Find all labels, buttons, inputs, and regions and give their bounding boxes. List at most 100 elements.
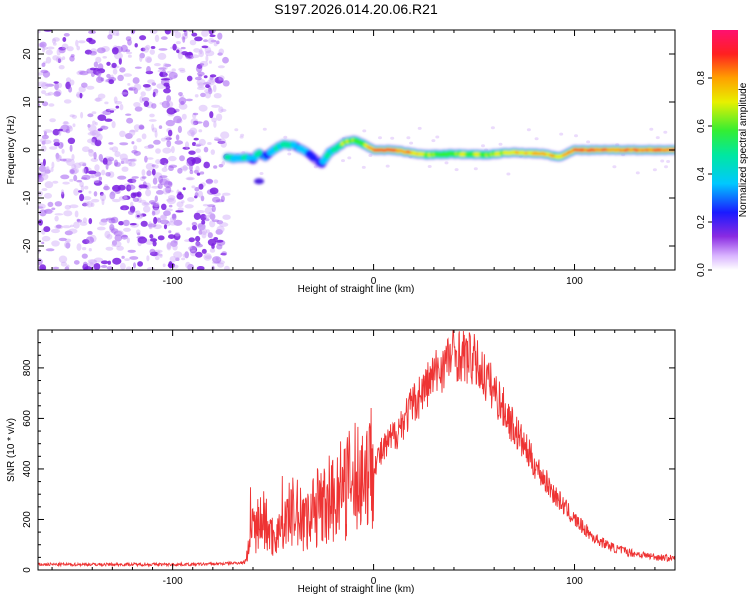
- noise-speckle: [143, 205, 151, 213]
- faint-speckle: [559, 132, 564, 136]
- snr-x-tick-label: -100: [163, 576, 183, 587]
- noise-speckle: [166, 140, 172, 148]
- noise-speckle: [149, 49, 155, 55]
- snr-frame: [37, 329, 676, 571]
- noise-speckle: [147, 157, 154, 160]
- noise-speckle: [181, 200, 185, 204]
- noise-speckle: [96, 133, 103, 141]
- noise-speckle: [87, 131, 97, 136]
- noise-speckle: [121, 255, 125, 259]
- noise-speckle: [131, 141, 135, 145]
- faint-speckle: [586, 140, 591, 144]
- noise-speckle: [171, 146, 175, 154]
- noise-speckle: [159, 157, 169, 166]
- noise-speckle: [209, 220, 216, 228]
- noise-speckle: [198, 183, 204, 190]
- snr-x-tick-label: 0: [371, 576, 377, 587]
- noise-speckle: [41, 82, 49, 89]
- noise-speckle: [60, 174, 70, 180]
- ridge-segment: [255, 150, 263, 157]
- noise-speckle: [128, 161, 136, 167]
- noise-speckle: [153, 139, 161, 145]
- noise-speckle: [42, 101, 49, 107]
- noise-speckle: [126, 51, 133, 55]
- noise-speckle: [207, 142, 212, 145]
- noise-speckle: [204, 88, 212, 94]
- noise-speckle: [168, 220, 178, 226]
- noise-speckle: [128, 162, 132, 167]
- noise-speckle: [112, 257, 122, 265]
- noise-speckle: [52, 128, 60, 136]
- noise-speckle: [104, 230, 111, 239]
- noise-speckle: [83, 266, 93, 270]
- noise-speckle: [52, 37, 60, 42]
- noise-speckle: [66, 264, 70, 269]
- noise-speckle: [78, 161, 87, 166]
- noise-speckle: [115, 230, 124, 237]
- noise-speckle: [159, 215, 168, 221]
- noise-speckle: [127, 54, 132, 58]
- noise-speckle: [43, 47, 48, 50]
- noise-speckle: [143, 100, 150, 107]
- noise-speckle: [49, 118, 56, 123]
- faint-speckle: [649, 127, 654, 131]
- noise-speckle: [176, 193, 184, 200]
- noise-speckle: [133, 124, 141, 131]
- noise-speckle: [189, 246, 198, 254]
- noise-speckle: [105, 163, 109, 170]
- noise-speckle: [198, 104, 208, 112]
- noise-speckle: [98, 176, 103, 181]
- noise-speckle: [47, 209, 54, 213]
- noise-speckle: [55, 154, 61, 163]
- noise-speckle: [176, 49, 180, 53]
- noise-speckle: [173, 233, 181, 241]
- noise-speckle: [95, 70, 102, 77]
- noise-speckle: [109, 147, 113, 151]
- noise-speckle: [128, 129, 136, 136]
- noise-speckle: [205, 84, 210, 89]
- noise-speckle: [195, 251, 203, 258]
- noise-speckle: [181, 113, 187, 120]
- noise-speckle: [149, 113, 155, 118]
- noise-speckle: [203, 82, 212, 85]
- faint-speckle: [444, 161, 449, 165]
- noise-speckle: [166, 107, 176, 115]
- noise-speckle: [45, 49, 53, 56]
- noise-speckle: [189, 169, 194, 175]
- noise-speckle: [201, 220, 206, 225]
- faint-speckle: [361, 165, 366, 169]
- noise-speckle: [76, 243, 82, 251]
- noise-speckle: [65, 77, 72, 83]
- faint-speckle: [663, 130, 668, 134]
- spectrogram-y-tick-label: 20: [22, 48, 33, 60]
- noise-speckle: [137, 236, 147, 244]
- noise-speckle: [212, 196, 221, 203]
- noise-speckle: [94, 164, 100, 172]
- noise-speckle: [203, 253, 212, 261]
- noise-speckle: [90, 158, 99, 162]
- noise-speckle: [119, 142, 129, 146]
- faint-speckle: [655, 136, 660, 140]
- noise-speckle: [42, 166, 50, 174]
- noise-speckle: [111, 47, 119, 55]
- noise-speckle: [88, 248, 92, 252]
- noise-speckle: [194, 36, 203, 42]
- noise-speckle: [38, 203, 46, 210]
- noise-speckle: [44, 73, 49, 79]
- noise-speckle: [133, 145, 138, 151]
- ridge-segment: [551, 154, 555, 158]
- noise-speckle: [151, 164, 156, 167]
- noise-speckle: [91, 138, 96, 143]
- noise-speckle: [178, 67, 186, 72]
- noise-speckle: [122, 195, 131, 200]
- noise-speckle: [199, 48, 203, 55]
- noise-speckle: [213, 93, 222, 99]
- noise-speckle: [152, 240, 157, 247]
- noise-speckle: [174, 31, 182, 39]
- ridge-dip-blob: [254, 178, 265, 185]
- noise-speckle: [181, 51, 189, 56]
- noise-speckle: [186, 159, 193, 167]
- noise-speckle: [122, 207, 126, 211]
- spectrogram-x-axis-label: Height of straight line (km): [298, 284, 415, 295]
- noise-speckle: [52, 180, 59, 184]
